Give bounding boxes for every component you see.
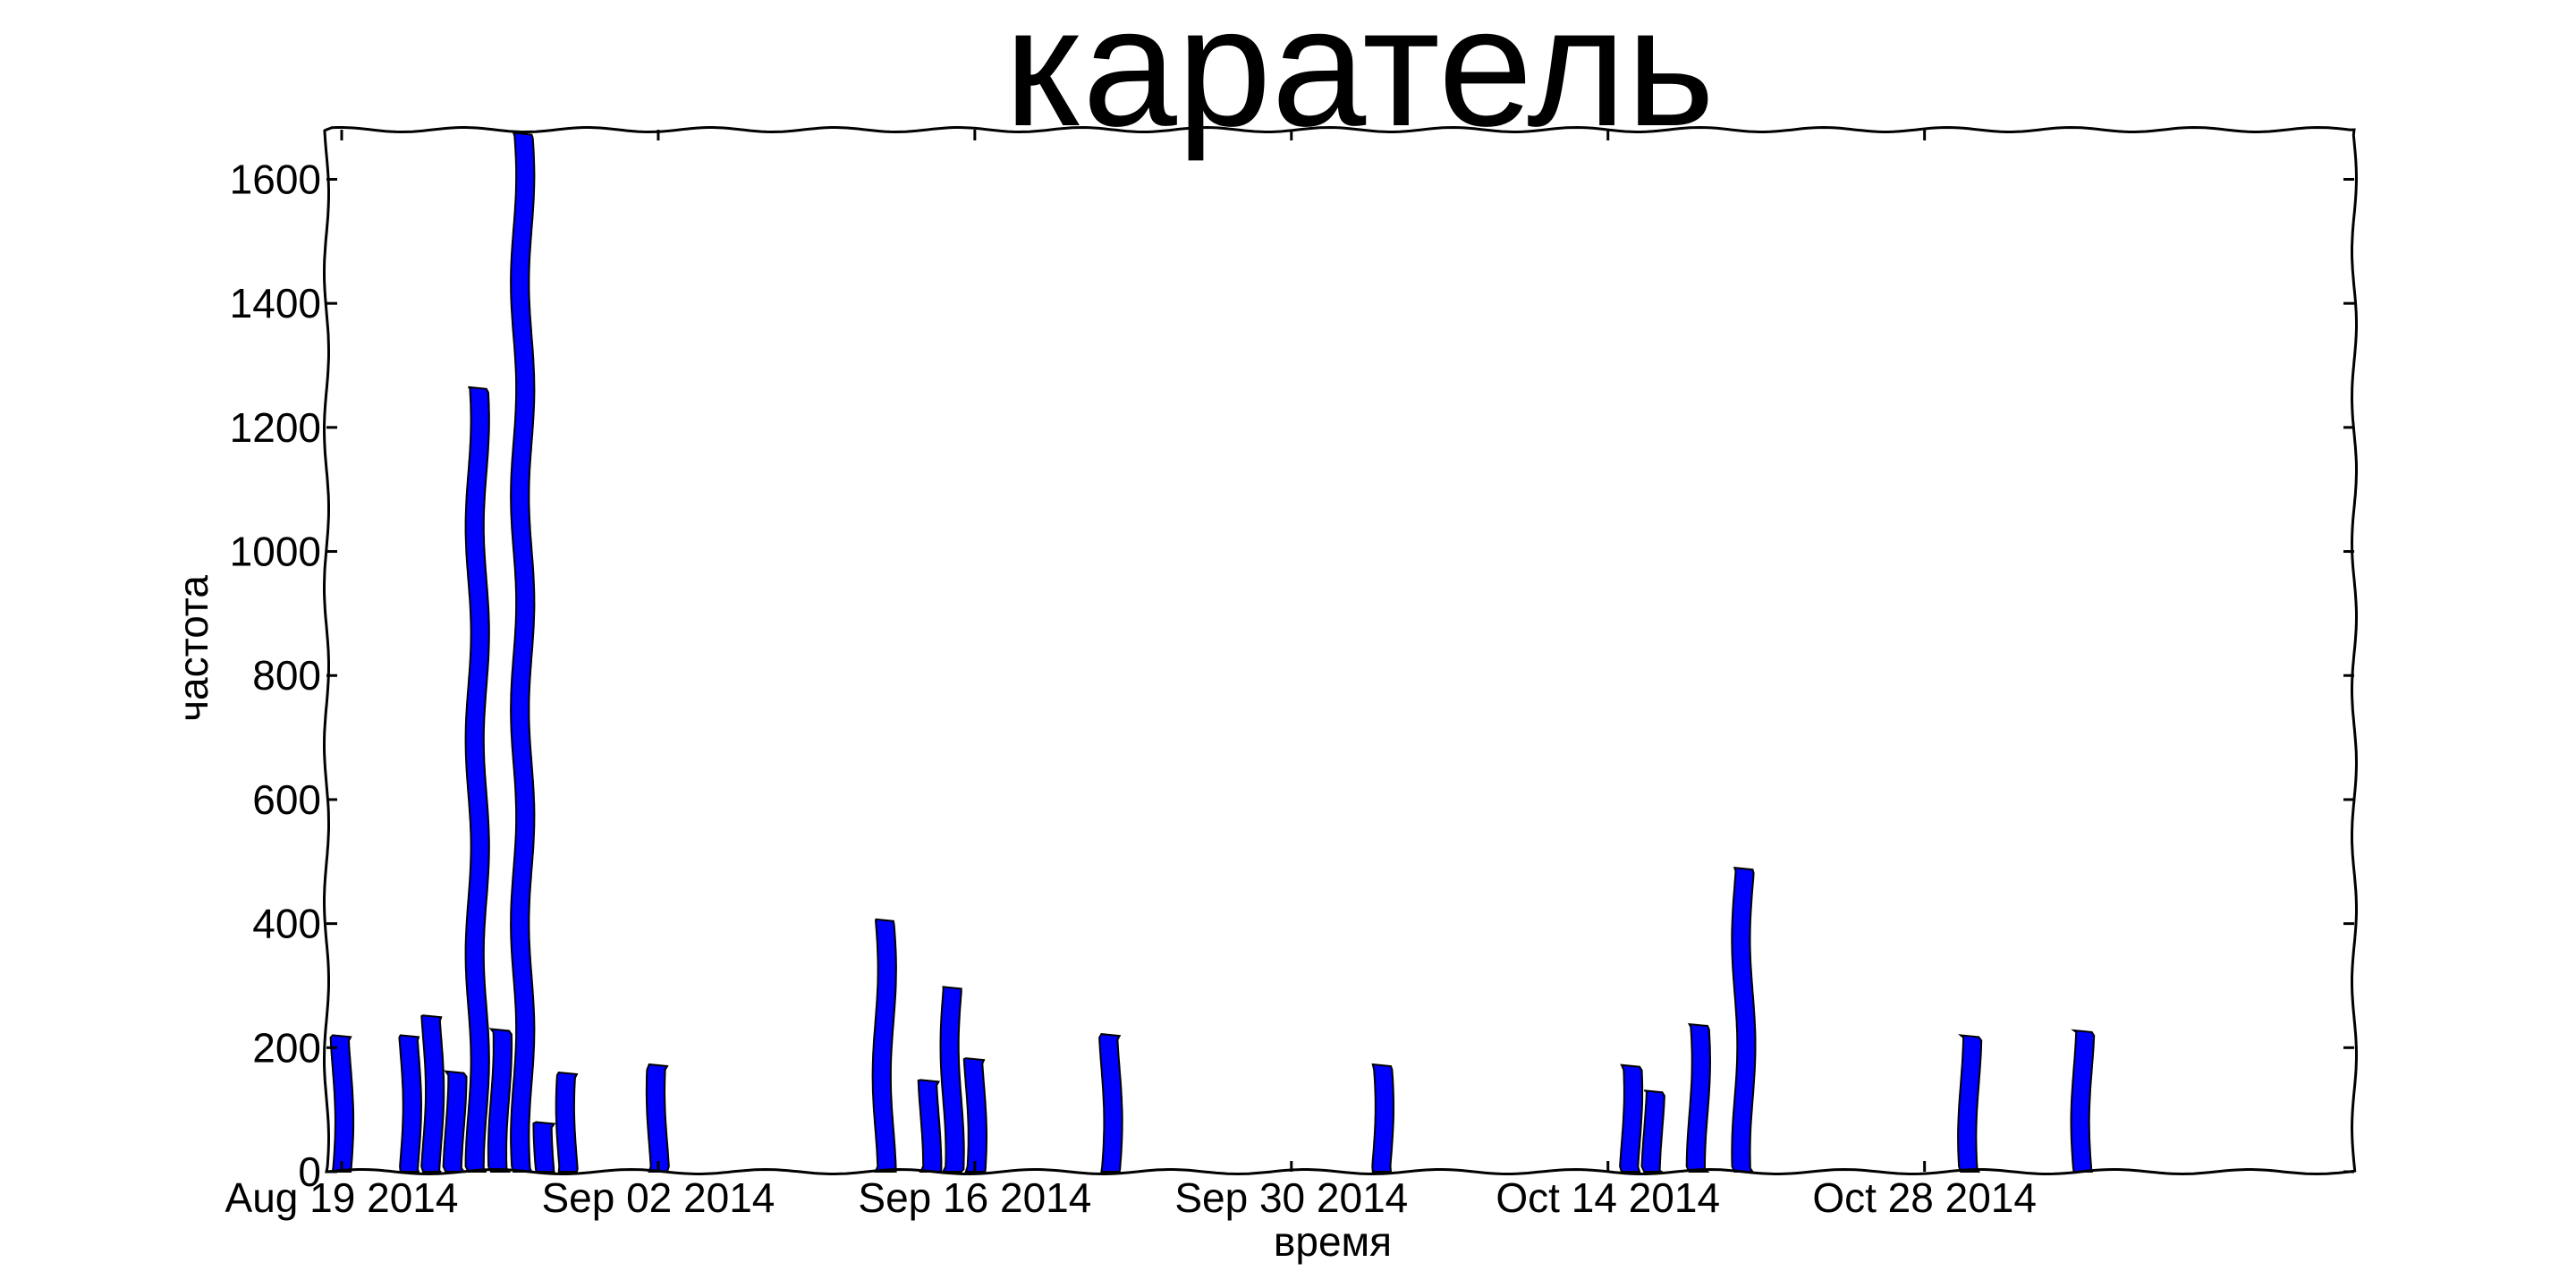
chart-title: каратель	[1004, 0, 1715, 162]
bar	[420, 1014, 445, 1173]
bar	[962, 1057, 987, 1173]
x-tick-label: Sep 30 2014	[1174, 1174, 1408, 1221]
y-axis: 0 200 400 600 800 1000 1200 1400 1600	[230, 156, 2354, 1195]
bars-layer	[329, 131, 2096, 1173]
y-tick-label: 800	[252, 652, 321, 699]
bar	[1619, 1063, 1644, 1173]
x-tick-label: Sep 02 2014	[541, 1174, 775, 1221]
y-tick-label: 200	[252, 1024, 321, 1071]
bar	[555, 1071, 579, 1173]
x-tick-label: Oct 14 2014	[1496, 1174, 1720, 1221]
bar	[2070, 1029, 2096, 1173]
x-axis-label: время	[1274, 1218, 1392, 1265]
x-tick-label: Oct 28 2014	[1812, 1174, 2037, 1221]
bar	[1098, 1033, 1123, 1173]
bar	[487, 1028, 513, 1173]
x-tick-label: Aug 19 2014	[225, 1174, 459, 1221]
y-tick-label: 1400	[230, 280, 321, 326]
plot-frame	[323, 125, 2359, 1176]
y-tick-label: 1000	[230, 529, 321, 575]
bar	[1371, 1063, 1394, 1173]
bar	[871, 918, 897, 1173]
bar	[532, 1121, 556, 1173]
bar	[939, 986, 965, 1173]
bar	[1731, 867, 1757, 1173]
bar	[1640, 1089, 1665, 1173]
bar	[1957, 1034, 1983, 1173]
y-tick-label: 1600	[230, 156, 321, 202]
bar	[917, 1079, 943, 1173]
bar	[329, 1034, 355, 1173]
bar	[442, 1070, 468, 1173]
y-tick-label: 400	[252, 901, 321, 947]
bar	[398, 1034, 423, 1173]
y-tick-label: 600	[252, 776, 321, 823]
bar	[464, 386, 490, 1173]
y-axis-label: частота	[170, 575, 216, 722]
y-tick-label: 0	[298, 1148, 321, 1195]
bar	[510, 131, 536, 1173]
x-axis: Aug 19 2014 Sep 02 2014 Sep 16 2014 Sep 30 …	[225, 130, 2037, 1221]
bar	[645, 1063, 670, 1173]
y-tick-label: 1200	[230, 404, 321, 451]
bar	[1685, 1022, 1712, 1173]
x-tick-label: Sep 16 2014	[858, 1174, 1091, 1221]
